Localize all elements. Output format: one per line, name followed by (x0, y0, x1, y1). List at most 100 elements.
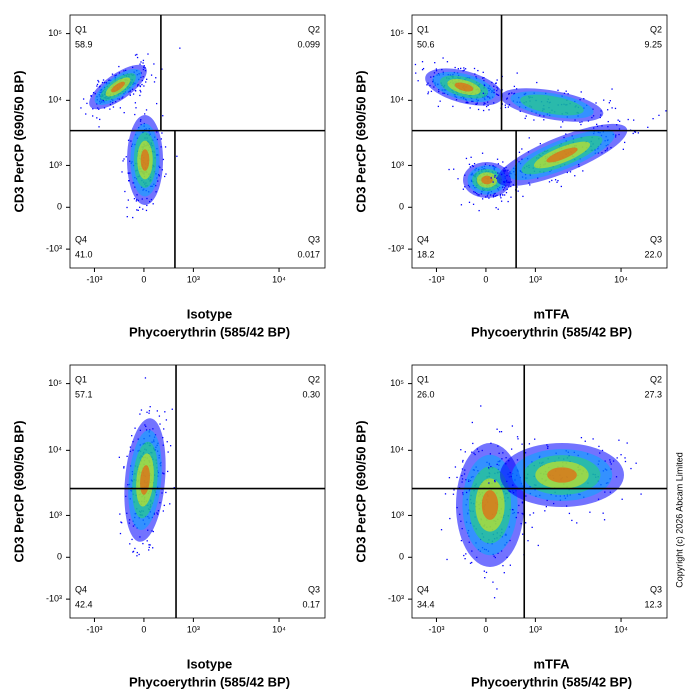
event-dot (460, 67, 462, 70)
event-dot (142, 542, 144, 545)
event-dot (160, 138, 163, 140)
event-dot (148, 410, 151, 412)
x-tick-label: 10³ (187, 624, 200, 634)
event-dot (503, 194, 506, 196)
event-dot (521, 512, 523, 515)
event-dot (537, 544, 539, 547)
event-dot (566, 171, 568, 174)
event-dot (456, 476, 458, 479)
event-dot (165, 173, 167, 175)
event-dot (494, 176, 496, 178)
event-dot (164, 146, 167, 148)
event-dot (132, 551, 134, 553)
event-dot (133, 198, 136, 200)
event-dot (502, 189, 505, 191)
event-dot (163, 428, 165, 430)
x-axis-sample: mTFA (533, 306, 570, 321)
event-dot (582, 170, 584, 172)
event-dot (473, 67, 476, 70)
y-tick-label: -10³ (46, 594, 62, 604)
event-dot (145, 209, 148, 212)
quadrant-percent: 50.6 (417, 39, 435, 49)
event-dot (132, 216, 134, 219)
event-dot (148, 544, 150, 546)
event-dot (556, 181, 558, 183)
event-dot (162, 510, 164, 512)
event-dot (430, 90, 433, 93)
event-dot (495, 82, 497, 85)
event-dot (131, 435, 133, 437)
quadrant-percent: 0.17 (302, 599, 320, 609)
event-dot (583, 98, 585, 100)
event-dot (435, 68, 438, 70)
event-dot (442, 57, 444, 59)
quadrant-name: Q1 (417, 374, 429, 384)
event-dot (580, 123, 582, 126)
event-dot (152, 203, 154, 205)
x-axis-label: Phycoerythrin (585/42 BP) (471, 324, 632, 339)
y-tick-label: 0 (57, 552, 62, 562)
copyright: Copyright (c) 2026 Abcam Limited (674, 452, 684, 588)
event-dot (417, 80, 419, 82)
event-dot (462, 459, 464, 462)
y-tick-label: 0 (57, 202, 62, 212)
panel: -10³ 0 10³ 10⁴ -10³ 0 10³ 10⁴ 10⁵ Q1 58.9 Q2 0.099 Q3… (11, 14, 326, 339)
quadrant-name: Q2 (308, 24, 320, 34)
panel: -10³ 0 10³ 10⁴ -10³ 0 10³ 10⁴ 10⁵ Q1 26.0 Q2 27.3 Q3 1… (353, 364, 668, 689)
event-dot (102, 99, 104, 102)
event-dot (465, 553, 467, 555)
event-dot (453, 168, 455, 170)
event-dot (119, 107, 122, 109)
event-dot (539, 142, 541, 145)
event-dot (545, 506, 548, 508)
event-dot (99, 118, 101, 121)
event-dot (462, 188, 465, 190)
event-dot (146, 540, 148, 542)
event-dot (92, 115, 94, 117)
event-dot (82, 98, 85, 100)
event-dot (521, 533, 524, 535)
quadrant-name: Q1 (417, 24, 429, 34)
quadrant-percent: 42.4 (75, 599, 93, 609)
x-tick-label: 0 (141, 624, 146, 634)
event-dot (505, 191, 508, 194)
event-dot (511, 425, 514, 427)
event-dot (171, 408, 173, 410)
event-dot (448, 477, 451, 479)
x-axis-label: Phycoerythrin (585/42 BP) (129, 674, 290, 689)
event-dot (427, 93, 429, 95)
quadrant-name: Q3 (650, 234, 662, 244)
density-level (140, 149, 150, 171)
quadrant-name: Q1 (75, 24, 87, 34)
event-dot (169, 503, 171, 505)
event-dot (136, 53, 138, 56)
event-dot (144, 113, 146, 115)
quadrant-percent: 26.0 (417, 389, 435, 399)
event-dot (471, 100, 473, 103)
event-dot (454, 66, 456, 69)
event-dot (129, 446, 132, 448)
event-dot (596, 123, 598, 126)
event-dot (85, 113, 87, 115)
event-dot (497, 163, 500, 165)
event-dot (143, 85, 145, 87)
y-tick-label: 10⁴ (390, 95, 404, 105)
event-dot (503, 572, 505, 574)
event-dot (496, 428, 498, 430)
event-dot (494, 479, 496, 482)
event-dot (521, 148, 523, 150)
event-dot (142, 59, 145, 62)
event-dot (623, 141, 626, 144)
event-dot (488, 482, 490, 484)
event-dot (608, 102, 610, 104)
event-dot (652, 117, 654, 120)
event-dot (468, 480, 470, 482)
event-dot (460, 539, 463, 542)
event-dot (505, 457, 507, 459)
event-dot (474, 191, 476, 194)
event-dot (490, 465, 492, 468)
event-dot (147, 53, 149, 55)
event-dot (637, 132, 639, 134)
event-dot (502, 161, 504, 163)
event-dot (137, 209, 139, 211)
